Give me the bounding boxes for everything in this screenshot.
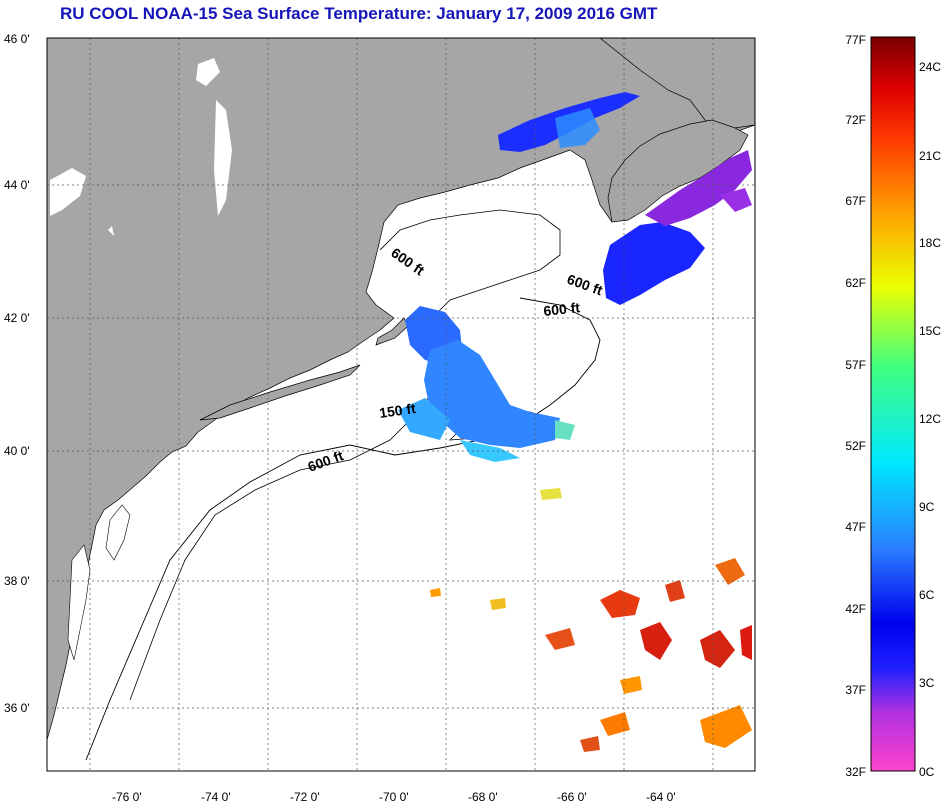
map-title: RU COOL NOAA-15 Sea Surface Temperature:… (60, 4, 658, 23)
lon-label: -68 0' (468, 790, 498, 804)
sst-colorbar (870, 36, 916, 772)
latitude-labels: 46 0' 44 0' 42 0' 40 0' 38 0' 36 0' (4, 32, 30, 715)
c-label: 3C (919, 676, 935, 690)
lat-label: 42 0' (4, 311, 30, 325)
f-label: 32F (845, 765, 866, 779)
c-label: 9C (919, 500, 935, 514)
c-label: 12C (919, 412, 941, 426)
land-long-island (199, 364, 361, 421)
f-label: 67F (845, 194, 866, 208)
lon-label: -66 0' (557, 790, 587, 804)
lake (50, 168, 86, 216)
colorbar-f-labels: 77F 72F 67F 62F 57F 52F 47F 42F 37F 32F (845, 33, 866, 779)
lake (108, 226, 114, 236)
lat-label: 46 0' (4, 32, 30, 46)
lat-label: 44 0' (4, 178, 30, 192)
c-label: 18C (919, 236, 941, 250)
f-label: 77F (845, 33, 866, 47)
f-label: 72F (845, 113, 866, 127)
f-label: 62F (845, 276, 866, 290)
colorbar-c-labels: 24C 21C 18C 15C 12C 9C 6C 3C 0C (919, 60, 941, 779)
c-label: 6C (919, 588, 935, 602)
lat-label: 36 0' (4, 701, 30, 715)
water-chesapeake-bay (67, 544, 91, 661)
contour-gulf-of-maine (379, 209, 561, 346)
contour-label: 600 ft (543, 299, 581, 319)
lon-label: -72 0' (290, 790, 320, 804)
c-label: 0C (919, 765, 935, 779)
land-nova-scotia-peninsula (607, 119, 749, 223)
longitude-labels: -76 0' -74 0' -72 0' -70 0' -68 0' -66 0… (112, 790, 676, 804)
sst-warm-water (430, 488, 752, 752)
contour-150ft (129, 379, 441, 701)
lake (196, 58, 220, 86)
contour-600ft (85, 297, 601, 761)
c-label: 21C (919, 149, 941, 163)
graticule (47, 38, 755, 771)
water-delaware-bay (105, 504, 131, 561)
f-label: 37F (845, 683, 866, 697)
map-frame (46, 37, 756, 772)
f-label: 57F (845, 358, 866, 372)
lat-label: 38 0' (4, 574, 30, 588)
f-label: 47F (845, 520, 866, 534)
contour-label: 150 ft (378, 400, 417, 421)
lake (214, 100, 232, 216)
lon-label: -76 0' (112, 790, 142, 804)
lon-label: -64 0' (646, 790, 676, 804)
lon-label: -74 0' (201, 790, 231, 804)
f-label: 52F (845, 439, 866, 453)
sst-cold-water (398, 92, 752, 462)
f-label: 42F (845, 602, 866, 616)
lat-label: 40 0' (4, 444, 30, 458)
lon-label: -70 0' (379, 790, 409, 804)
c-label: 15C (919, 324, 941, 338)
c-label: 24C (919, 60, 941, 74)
